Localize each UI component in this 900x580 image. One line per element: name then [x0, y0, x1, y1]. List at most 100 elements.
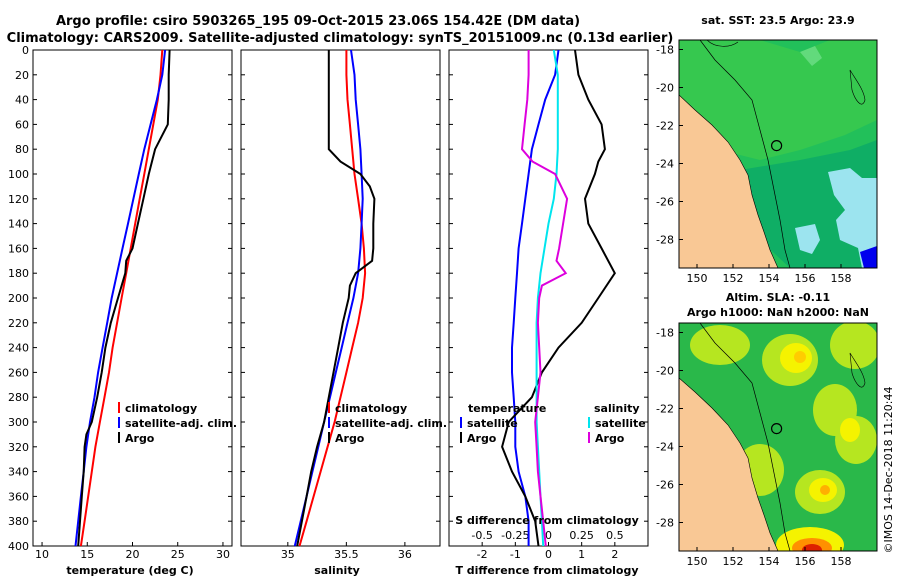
- lon-tick-label: 154: [759, 555, 780, 568]
- sla-contour: [849, 352, 866, 388]
- sla-anomaly: [830, 323, 877, 369]
- s-difference-tick-labels: -0.5 -0.25 0 0.25 0.5: [471, 529, 623, 542]
- salinity-axes: [240, 49, 441, 547]
- x-tick-label: 2: [611, 548, 618, 561]
- legend-satellite-label: satellite-adj. clim.: [335, 417, 447, 430]
- sst-cold-patch: [795, 224, 820, 254]
- salinity-tick-labels: 35 35.5 36: [281, 542, 412, 561]
- sla-anomaly: [840, 418, 860, 442]
- depth-tick-label: 40: [15, 94, 29, 107]
- lat-tick-label: -24: [656, 158, 674, 171]
- sst-contour: [849, 69, 866, 105]
- t-difference-tick-labels: -2 -1 0 1 2: [477, 542, 618, 561]
- title-line-2: Climatology: CARS2009. Satellite-adjuste…: [7, 31, 674, 46]
- x2-tick-label: -0.25: [501, 529, 529, 542]
- sst-latitude-ticks: -18 -20 -22 -24 -26 -28: [656, 44, 683, 247]
- legend-s-argo-label: Argo: [595, 432, 625, 445]
- x-tick-label: 36: [398, 548, 412, 561]
- profile-location-marker: [770, 140, 783, 152]
- sla-map-subtitle: Argo h1000: NaN h2000: NaN: [687, 306, 869, 319]
- sst-longitude-ticks: 150 152 154 156 158: [687, 264, 852, 285]
- sla-latitude-ticks: -18 -20 -22 -24 -26 -28: [656, 327, 683, 530]
- sst-patch: [800, 46, 822, 66]
- sst-map-title: sat. SST: 23.5 Argo: 23.9: [701, 14, 854, 27]
- lon-tick-label: 158: [831, 272, 852, 285]
- difference-series: [449, 49, 648, 547]
- depth-tick-label: 220: [8, 317, 29, 330]
- legend-s-satellite-label: satellite: [595, 417, 646, 430]
- lat-tick-label: -22: [656, 403, 674, 416]
- legend-argo-label: Argo: [125, 432, 155, 445]
- depth-tick-label: 60: [15, 118, 29, 131]
- depth-tick-label: 100: [8, 168, 29, 181]
- legend-salinity-title: salinity: [594, 402, 640, 415]
- sst-deep-patch: [860, 246, 877, 268]
- legend-climatology-label: climatology: [125, 402, 197, 415]
- temperature-series: [33, 49, 232, 547]
- temperature-axes: [32, 49, 233, 547]
- x2-tick-label: 0.5: [606, 529, 624, 542]
- depth-tick-label: 340: [8, 466, 29, 479]
- depth-tick-label: 360: [8, 490, 29, 503]
- temperature-panel: 0 20 40 60 80 100 120 140 160 180 200 220 240 260 280 3…: [8, 44, 237, 577]
- x-tick-label: 35: [281, 548, 295, 561]
- depth-tick-label: 380: [8, 515, 29, 528]
- legend-t-argo-label: Argo: [467, 432, 497, 445]
- depth-tick-label: 160: [8, 242, 29, 255]
- x2-tick-label: 0: [545, 529, 552, 542]
- sst-contour: [706, 40, 739, 47]
- lat-tick-label: -24: [656, 441, 674, 454]
- sla-longitude-ticks: 150 152 154 156 158: [687, 547, 852, 568]
- salinity-satellite-line: [535, 49, 559, 547]
- lat-tick-label: -18: [656, 44, 674, 57]
- difference-legend: temperature satellite Argo salinity sate…: [460, 402, 646, 445]
- lon-tick-label: 156: [795, 272, 816, 285]
- sla-map: Altim. SLA: -0.11 Argo h1000: NaN h2000:…: [656, 291, 878, 568]
- temperature-tick-labels: 10 15 20 25 30: [35, 542, 230, 561]
- sla-anomaly: [802, 544, 822, 551]
- sst-field: [679, 40, 877, 268]
- salinity-xlabel: salinity: [314, 564, 360, 577]
- depth-tick-label: 120: [8, 193, 29, 206]
- x-tick-label: -1: [510, 548, 521, 561]
- depth-tick-label: 240: [8, 342, 29, 355]
- temperature-satellite-line: [511, 49, 560, 546]
- legend-temperature-title: temperature: [468, 402, 546, 415]
- x-tick-label: 20: [126, 548, 140, 561]
- sst-warm-region: [679, 40, 877, 160]
- lon-tick-label: 150: [687, 555, 708, 568]
- sst-isobath: [699, 40, 791, 268]
- sla-land: [679, 377, 779, 551]
- lon-tick-label: 150: [687, 272, 708, 285]
- t-difference-xlabel: T difference from climatology: [455, 564, 638, 577]
- sla-anomaly: [794, 351, 806, 363]
- x-tick-label: 30: [216, 548, 230, 561]
- x-tick-label: 35.5: [334, 548, 359, 561]
- difference-panel: -2 -1 0 1 2 -0.5 -0.25 0 0.25 0.5 S difference f…: [448, 49, 649, 577]
- x-tick-label: 25: [171, 548, 185, 561]
- sst-map: sat. SST: 23.5 Argo: 23.9 150 152 154 156 15…: [656, 14, 878, 285]
- temperature-argo-line: [501, 49, 616, 547]
- x-tick-label: 15: [80, 548, 94, 561]
- depth-tick-label: 320: [8, 441, 29, 454]
- lat-tick-label: -26: [656, 479, 674, 492]
- argo-line: [296, 50, 376, 547]
- depth-tick-label: 0: [22, 44, 29, 57]
- depth-tick-label: 20: [15, 69, 29, 82]
- lon-tick-label: 152: [723, 555, 744, 568]
- lon-tick-label: 154: [759, 272, 780, 285]
- climatology-line: [298, 50, 367, 547]
- lat-tick-label: -22: [656, 120, 674, 133]
- depth-tick-label: 80: [15, 143, 29, 156]
- difference-axes: [448, 49, 649, 547]
- lat-tick-label: -28: [656, 517, 674, 530]
- s-difference-xlabel: S difference from climatology: [455, 514, 639, 527]
- lat-tick-label: -26: [656, 196, 674, 209]
- salinity-series: [241, 49, 440, 547]
- lat-tick-label: -20: [656, 365, 674, 378]
- argo-line: [77, 49, 171, 547]
- depth-tick-label: 300: [8, 416, 29, 429]
- climatology-line: [79, 49, 164, 547]
- temperature-legend: climatology satellite-adj. clim. Argo: [118, 402, 237, 445]
- legend-climatology-label: climatology: [335, 402, 407, 415]
